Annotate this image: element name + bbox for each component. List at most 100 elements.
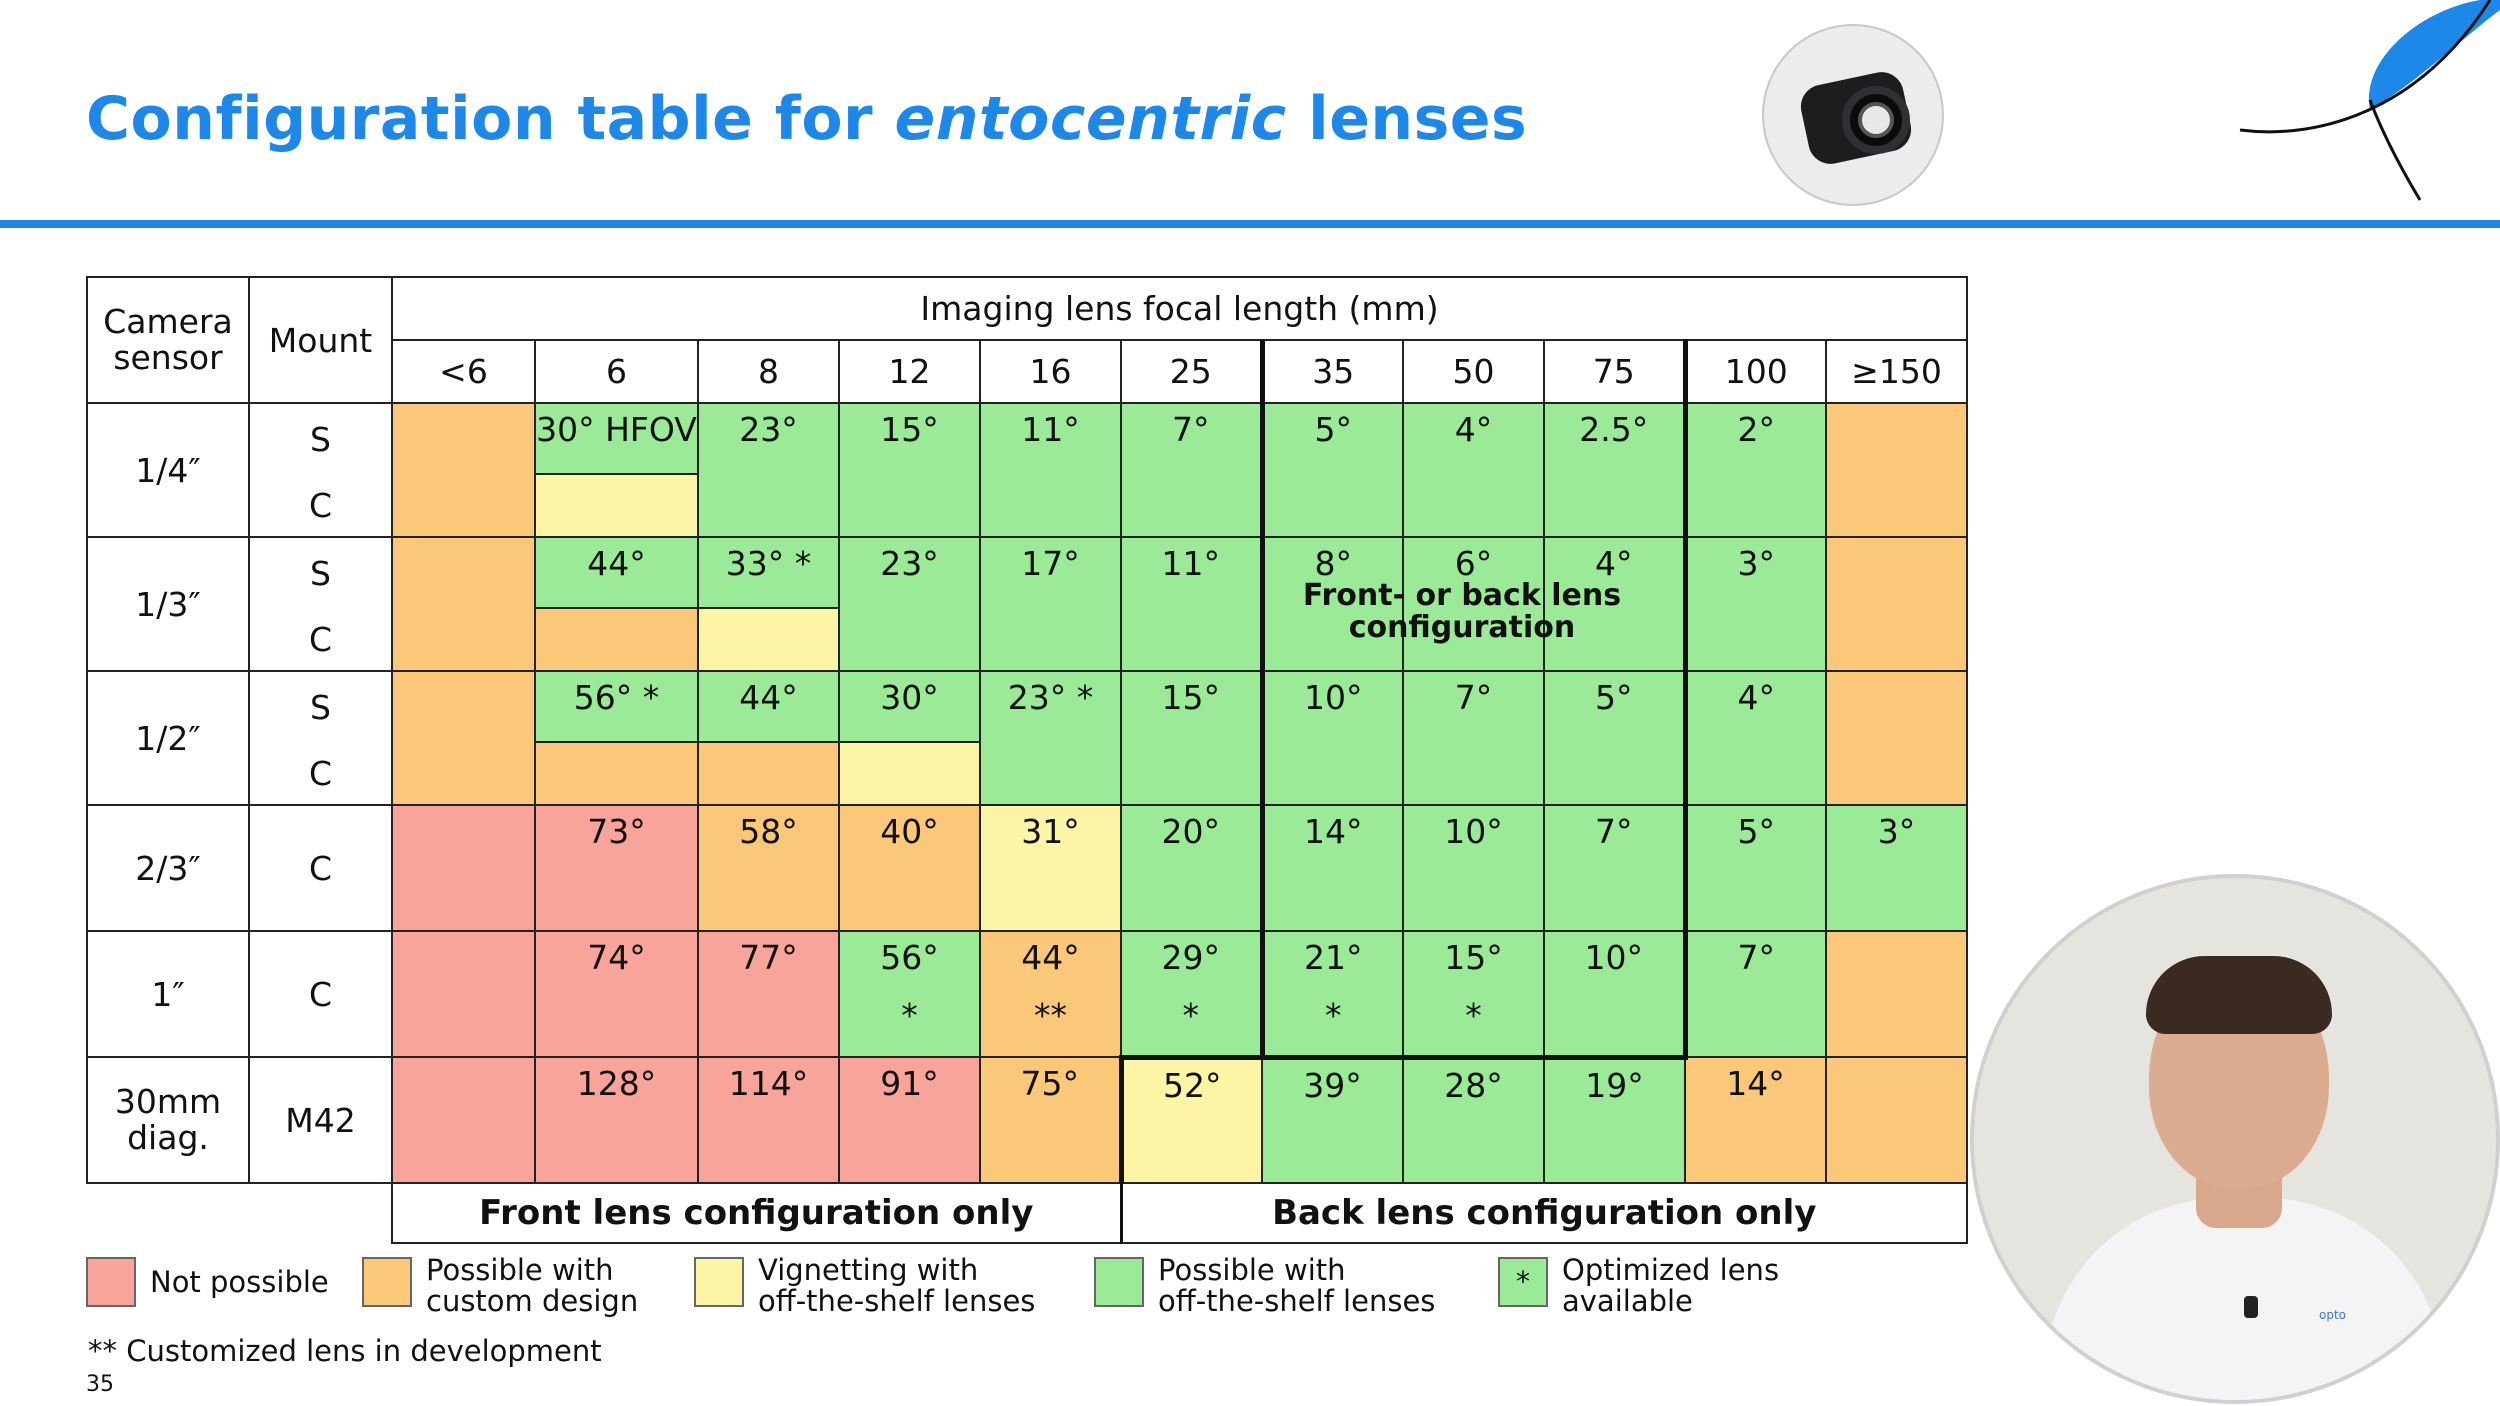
table-cell: 28° [1402, 1056, 1545, 1184]
mount-label: C [248, 930, 393, 1058]
header-mount: Mount [248, 276, 393, 404]
focal-col-12: 12 [838, 339, 981, 404]
table-cell [391, 1056, 536, 1184]
table-cell: 7° [1120, 402, 1263, 538]
table-cell: 114° [697, 1056, 840, 1184]
mount-label: C [248, 804, 393, 932]
table-cell: 3° [1825, 804, 1968, 932]
focal-col-75: 75 [1543, 339, 1686, 404]
table-cell: 11° [979, 402, 1122, 538]
mount-label: S [248, 670, 393, 742]
table-cell: 23° [697, 402, 840, 538]
focal-col-ge150: ≥150 [1825, 339, 1968, 404]
front-or-back-note: Front- or back lens configuration [1302, 578, 1622, 645]
focal-col-25: 25 [1120, 339, 1263, 404]
table-cell: 14° [1684, 1056, 1827, 1184]
table-cell: 23° [838, 536, 981, 672]
legend-label: Vignetting with off-the-shelf lenses [758, 1253, 1036, 1318]
table-cell: 21° * [1259, 930, 1404, 1060]
legend-label: Possible with custom design [426, 1253, 639, 1318]
table-cell [1825, 670, 1968, 806]
table-cell: 40° [838, 804, 981, 932]
page-title: Configuration table for entocentric lens… [86, 84, 1528, 154]
focal-col-8: 8 [697, 339, 840, 404]
table-cell: 15° [1120, 670, 1263, 806]
header-rule [0, 220, 2500, 228]
table-cell: 44° [534, 536, 699, 609]
table-cell [1825, 1056, 1968, 1184]
table-cell [391, 402, 536, 538]
table-cell [534, 473, 699, 538]
table-cell: 7° [1402, 670, 1545, 806]
table-cell: 74° [534, 930, 699, 1058]
header-focal-length: Imaging lens focal length (mm) [391, 276, 1968, 341]
table-cell: 3° [1682, 536, 1827, 672]
table-cell: 2.5° [1543, 402, 1686, 538]
table-cell: 4° [1402, 402, 1545, 538]
table-cell: 56° * [838, 930, 981, 1058]
mount-label: S [248, 402, 393, 474]
table-cell: 10° [1259, 670, 1404, 806]
focal-col-lt6: <6 [391, 339, 536, 404]
table-cell: 7° [1684, 930, 1827, 1058]
table-cell: 30° HFOV [534, 402, 699, 475]
table-cell: 73° [534, 804, 699, 932]
table-cell [534, 741, 699, 806]
table-cell [1825, 930, 1968, 1058]
configuration-table: Camera sensor Mount Imaging lens focal l… [86, 276, 1968, 1244]
focal-col-50: 50 [1402, 339, 1545, 404]
table-cell: 23° * [979, 670, 1122, 806]
table-cell [534, 607, 699, 672]
table-cell [697, 741, 840, 806]
table-cell: 17° [979, 536, 1122, 672]
legend-swatch: * [1498, 1257, 1548, 1307]
table-cell [1825, 402, 1968, 538]
table-cell: 5° [1682, 804, 1827, 932]
table-cell: 4° [1543, 536, 1686, 672]
sensor-label: 1/2″ [86, 670, 250, 806]
mount-label: S [248, 536, 393, 608]
table-cell: 39° [1261, 1056, 1404, 1184]
legend-label: Not possible [150, 1265, 329, 1299]
table-cell: 20° [1120, 804, 1263, 932]
focal-col-6: 6 [534, 339, 699, 404]
table-cell: 44° [697, 670, 840, 743]
focal-col-16: 16 [979, 339, 1122, 404]
legend-label: Possible with off-the-shelf lenses [1158, 1253, 1436, 1318]
mount-label: C [248, 474, 393, 538]
header-camera-sensor: Camera sensor [86, 276, 250, 404]
back-only-label: Back lens configuration only [1119, 1182, 1968, 1244]
legend-swatch [362, 1257, 412, 1307]
legend-swatch [694, 1257, 744, 1307]
presenter-video: opto [1970, 874, 2500, 1404]
legend-label: Optimized lens available [1562, 1253, 1780, 1318]
table-cell [391, 536, 536, 672]
table-cell: 52° [1118, 1054, 1263, 1184]
table-cell: 7° [1543, 804, 1686, 932]
table-cell: 31° [979, 804, 1122, 932]
table-cell [838, 741, 981, 806]
table-cell [391, 930, 536, 1058]
mount-label: C [248, 608, 393, 672]
table-cell: 15° * [1402, 930, 1545, 1060]
table-cell: 4° [1682, 670, 1827, 806]
sensor-label: 1/3″ [86, 536, 250, 672]
mount-label: M42 [248, 1056, 393, 1184]
table-cell: 30° [838, 670, 981, 743]
lens-product-image [1762, 24, 1944, 206]
focal-col-35: 35 [1259, 339, 1404, 404]
table-cell: 29° * [1120, 930, 1263, 1058]
table-cell: 44° ** [979, 930, 1122, 1058]
table-cell: 6° [1402, 536, 1545, 672]
table-cell [391, 804, 536, 932]
table-cell: 5° [1543, 670, 1686, 806]
focal-col-100: 100 [1682, 339, 1827, 404]
table-cell: 5° [1259, 402, 1404, 538]
table-cell [697, 607, 840, 672]
sensor-label: 1/4″ [86, 402, 250, 538]
table-cell: 8° [1259, 536, 1404, 672]
table-cell: 58° [697, 804, 840, 932]
footnote: ** Customized lens in development [88, 1334, 602, 1368]
table-cell [1825, 536, 1968, 672]
